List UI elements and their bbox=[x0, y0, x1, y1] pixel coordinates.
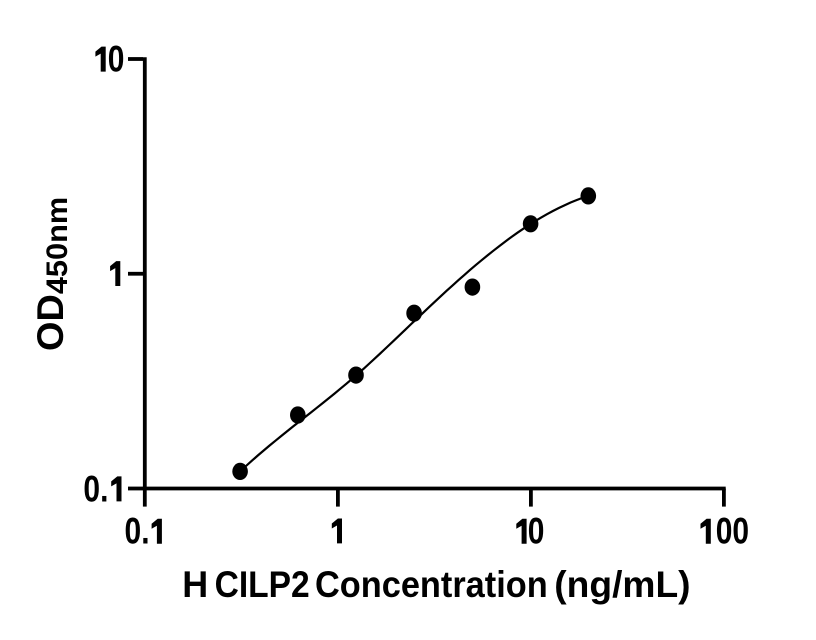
svg-text:0: 0 bbox=[528, 512, 545, 553]
svg-text:0.: 0. bbox=[83, 470, 108, 511]
svg-text:OD450nm: OD450nm bbox=[29, 197, 74, 351]
svg-text:CILP2: CILP2 bbox=[215, 565, 310, 606]
svg-text:H: H bbox=[182, 564, 208, 606]
svg-text:(ng/mL): (ng/mL) bbox=[554, 563, 690, 605]
svg-text:Concentration: Concentration bbox=[315, 564, 548, 605]
svg-text:00: 00 bbox=[716, 512, 749, 553]
svg-text:0.: 0. bbox=[125, 512, 150, 553]
svg-text:0: 0 bbox=[108, 40, 125, 81]
